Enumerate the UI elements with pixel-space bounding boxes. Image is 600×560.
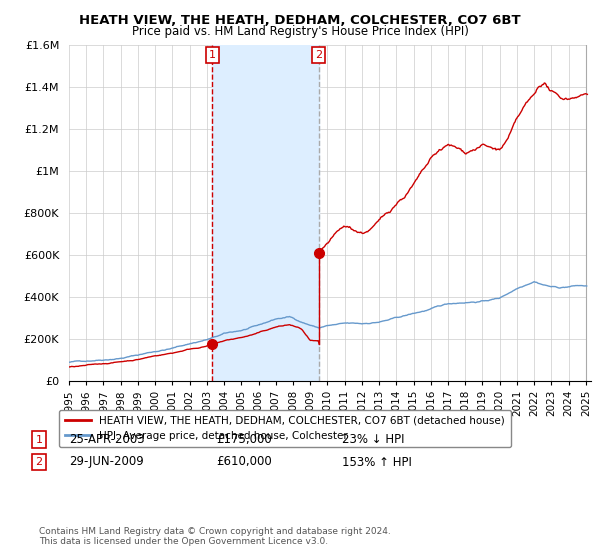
Text: Contains HM Land Registry data © Crown copyright and database right 2024.
This d: Contains HM Land Registry data © Crown c…: [39, 526, 391, 546]
Text: 2: 2: [35, 457, 43, 467]
Bar: [212, 45, 319, 381]
Text: 1: 1: [35, 435, 43, 445]
Legend: HEATH VIEW, THE HEATH, DEDHAM, COLCHESTER, CO7 6BT (detached house), HPI: Averag: HEATH VIEW, THE HEATH, DEDHAM, COLCHESTE…: [59, 409, 511, 447]
Text: HEATH VIEW, THE HEATH, DEDHAM, COLCHESTER, CO7 6BT: HEATH VIEW, THE HEATH, DEDHAM, COLCHESTE…: [79, 14, 521, 27]
Text: £175,000: £175,000: [216, 433, 272, 446]
Text: 23% ↓ HPI: 23% ↓ HPI: [342, 433, 404, 446]
Bar: [586, 45, 591, 381]
Text: £610,000: £610,000: [216, 455, 272, 469]
Text: 2: 2: [315, 50, 322, 60]
Text: 29-JUN-2009: 29-JUN-2009: [69, 455, 144, 469]
Text: 153% ↑ HPI: 153% ↑ HPI: [342, 455, 412, 469]
Text: Price paid vs. HM Land Registry's House Price Index (HPI): Price paid vs. HM Land Registry's House …: [131, 25, 469, 38]
Text: 25-APR-2003: 25-APR-2003: [69, 433, 145, 446]
Text: 1: 1: [209, 50, 216, 60]
